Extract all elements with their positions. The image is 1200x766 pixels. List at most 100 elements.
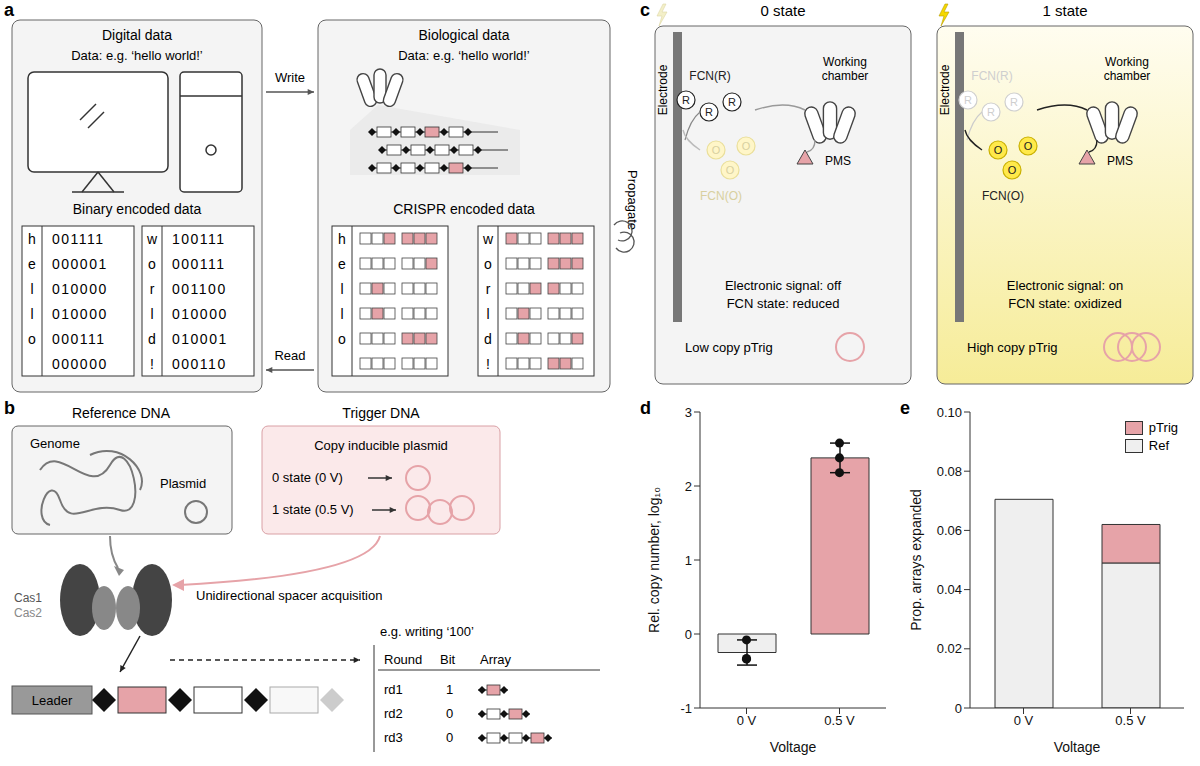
svg-text:0.08: 0.08 bbox=[937, 464, 962, 479]
svg-text:rd2: rd2 bbox=[384, 706, 403, 721]
svg-text:0.02: 0.02 bbox=[937, 641, 962, 656]
svg-text:Electronic signal: on: Electronic signal: on bbox=[1007, 278, 1123, 293]
svg-text:Data: e.g. ‘hello world!’: Data: e.g. ‘hello world!’ bbox=[71, 48, 203, 63]
svg-text:Voltage: Voltage bbox=[1054, 739, 1101, 755]
svg-text:Reference DNA: Reference DNA bbox=[72, 405, 171, 421]
svg-text:PMS: PMS bbox=[1107, 154, 1133, 168]
svg-text:FCN state: oxidized: FCN state: oxidized bbox=[1008, 296, 1121, 311]
svg-text:0 state (0 V): 0 state (0 V) bbox=[272, 470, 343, 485]
svg-text:Read: Read bbox=[274, 348, 305, 363]
svg-text:001111: 001111 bbox=[52, 231, 105, 247]
svg-text:Electrode: Electrode bbox=[656, 64, 670, 115]
svg-text:a: a bbox=[8, 0, 15, 20]
svg-text:Propagate: Propagate bbox=[625, 170, 640, 230]
svg-text:Binary encoded data: Binary encoded data bbox=[73, 201, 202, 217]
svg-text:l: l bbox=[30, 281, 33, 297]
svg-text:R: R bbox=[705, 106, 713, 118]
svg-text:FCN(R): FCN(R) bbox=[689, 69, 730, 83]
svg-text:0.04: 0.04 bbox=[937, 582, 962, 597]
svg-text:High copy pTrig: High copy pTrig bbox=[967, 340, 1058, 355]
svg-text:1 state (0.5 V): 1 state (0.5 V) bbox=[272, 502, 354, 517]
svg-text:R: R bbox=[682, 94, 690, 106]
svg-text:e: e bbox=[338, 256, 346, 272]
svg-text:3: 3 bbox=[685, 405, 692, 420]
svg-text:Plasmid: Plasmid bbox=[160, 476, 206, 491]
svg-text:h: h bbox=[28, 231, 36, 247]
svg-text:0 V: 0 V bbox=[737, 713, 757, 728]
svg-text:o: o bbox=[338, 331, 346, 347]
svg-text:Low copy pTrig: Low copy pTrig bbox=[685, 340, 773, 355]
svg-text:0 V: 0 V bbox=[1014, 713, 1034, 728]
svg-text:010000: 010000 bbox=[52, 306, 108, 322]
svg-text:r: r bbox=[486, 281, 491, 297]
svg-text:h: h bbox=[338, 231, 346, 247]
svg-text:Array: Array bbox=[480, 652, 512, 667]
svg-text:l: l bbox=[340, 306, 343, 322]
svg-text:Round: Round bbox=[384, 652, 422, 667]
svg-text:b: b bbox=[8, 398, 15, 418]
svg-text:000000: 000000 bbox=[52, 356, 108, 372]
svg-text:O: O bbox=[994, 144, 1003, 156]
svg-text:l: l bbox=[340, 281, 343, 297]
svg-text:c: c bbox=[640, 0, 650, 20]
svg-text:!: ! bbox=[150, 356, 154, 372]
svg-text:Cas2: Cas2 bbox=[14, 606, 42, 620]
svg-text:000111: 000111 bbox=[172, 256, 226, 272]
svg-text:d: d bbox=[484, 331, 492, 347]
svg-text:rd1: rd1 bbox=[384, 682, 403, 697]
svg-text:d: d bbox=[640, 398, 651, 418]
svg-text:Copy inducible plasmid: Copy inducible plasmid bbox=[314, 438, 448, 453]
svg-text:Write: Write bbox=[275, 70, 305, 85]
svg-text:FCN(O): FCN(O) bbox=[700, 189, 742, 203]
svg-text:000110: 000110 bbox=[172, 356, 227, 372]
svg-text:O: O bbox=[1024, 140, 1033, 152]
svg-text:0.5 V: 0.5 V bbox=[824, 713, 855, 728]
svg-text:Biological data: Biological data bbox=[418, 27, 509, 43]
svg-text:Workingchamber: Workingchamber bbox=[822, 55, 869, 83]
svg-text:Unidirectional spacer acquisit: Unidirectional spacer acquisition bbox=[196, 588, 382, 603]
svg-text:0: 0 bbox=[446, 706, 453, 721]
svg-text:w: w bbox=[146, 231, 158, 247]
svg-text:rd3: rd3 bbox=[384, 730, 403, 745]
svg-text:Bit: Bit bbox=[440, 652, 456, 667]
svg-text:!: ! bbox=[486, 356, 490, 372]
svg-text:O: O bbox=[742, 140, 751, 152]
svg-text:001100: 001100 bbox=[172, 281, 227, 297]
svg-text:FCN(O): FCN(O) bbox=[982, 189, 1024, 203]
svg-text:0.5 V: 0.5 V bbox=[1115, 713, 1146, 728]
svg-text:2: 2 bbox=[685, 479, 692, 494]
svg-text:e: e bbox=[28, 256, 36, 272]
svg-text:0: 0 bbox=[446, 730, 453, 745]
svg-text:Data: e.g. ‘hello world!’: Data: e.g. ‘hello world!’ bbox=[398, 48, 530, 63]
svg-text:o: o bbox=[484, 256, 492, 272]
svg-text:0: 0 bbox=[955, 701, 962, 716]
svg-text:010000: 010000 bbox=[172, 306, 228, 322]
svg-text:FCN(R): FCN(R) bbox=[971, 69, 1012, 83]
svg-text:Electronic signal: off: Electronic signal: off bbox=[725, 278, 841, 293]
svg-text:1: 1 bbox=[446, 682, 453, 697]
svg-text:000111: 000111 bbox=[52, 331, 106, 347]
svg-text:Digital data: Digital data bbox=[102, 27, 172, 43]
svg-text:l: l bbox=[30, 306, 33, 322]
svg-text:Trigger DNA: Trigger DNA bbox=[342, 405, 420, 421]
svg-text:R: R bbox=[1010, 96, 1018, 108]
svg-text:100111: 100111 bbox=[172, 231, 226, 247]
svg-text:w: w bbox=[482, 231, 494, 247]
svg-text:Voltage: Voltage bbox=[770, 739, 817, 755]
svg-text:l: l bbox=[486, 306, 489, 322]
svg-text:l: l bbox=[150, 306, 153, 322]
svg-text:R: R bbox=[728, 96, 736, 108]
svg-text:-1: -1 bbox=[680, 701, 692, 716]
svg-text:O: O bbox=[712, 144, 721, 156]
svg-text:0: 0 bbox=[685, 627, 692, 642]
svg-text:R: R bbox=[964, 94, 972, 106]
svg-text:FCN state: reduced: FCN state: reduced bbox=[727, 296, 840, 311]
svg-text:Leader: Leader bbox=[32, 693, 73, 708]
svg-text:Workingchamber: Workingchamber bbox=[1104, 55, 1151, 83]
svg-text:Prop. arrays expanded: Prop. arrays expanded bbox=[908, 489, 924, 631]
svg-text:O: O bbox=[726, 164, 735, 176]
svg-text:O: O bbox=[1008, 164, 1017, 176]
svg-text:1: 1 bbox=[685, 553, 692, 568]
svg-text:Genome: Genome bbox=[30, 436, 80, 451]
svg-text:Cas1: Cas1 bbox=[14, 591, 42, 605]
